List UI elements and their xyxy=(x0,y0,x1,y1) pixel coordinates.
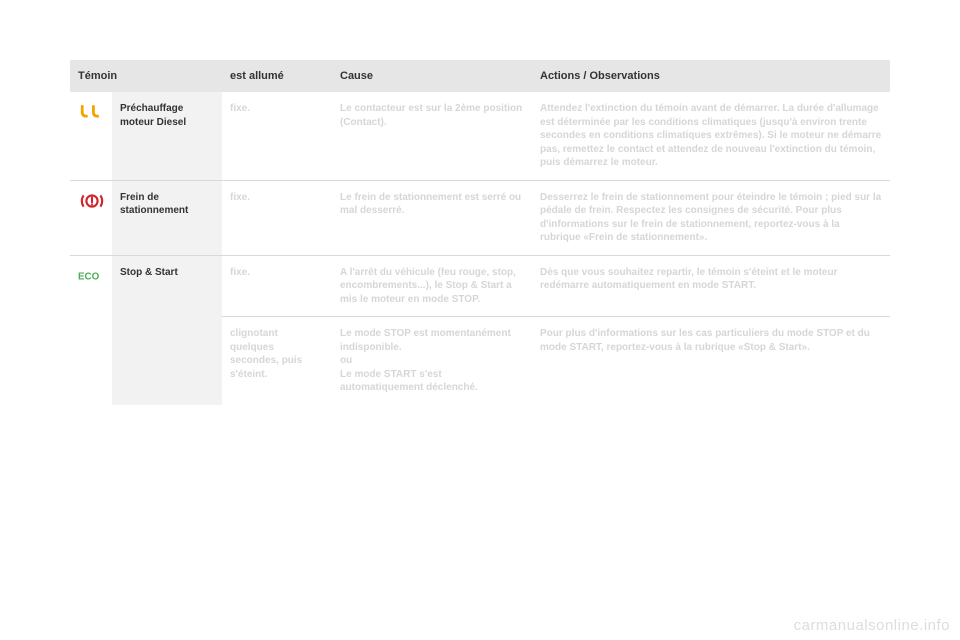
document-page: Témoin est allumé Cause Actions / Observ… xyxy=(70,60,890,405)
indicator-cause: A l'arrêt du véhicule (feu rouge, stop, … xyxy=(332,255,532,317)
icon-cell: ECO xyxy=(70,255,112,405)
table-row: Frein de stationnement fixe. Le frein de… xyxy=(70,180,890,255)
eco-icon: ECO xyxy=(78,278,106,289)
indicator-cause: Le contacteur est sur la 2ème position (… xyxy=(332,92,532,180)
brake-icon xyxy=(78,203,106,214)
indicator-cause: Le mode STOP est momentanément indisponi… xyxy=(332,317,532,405)
watermark-text: carmanualsonline.info xyxy=(794,617,950,634)
header-cause: Cause xyxy=(332,60,532,92)
svg-text:ECO: ECO xyxy=(78,271,100,282)
indicator-state: fixe. xyxy=(222,92,332,180)
icon-cell xyxy=(70,92,112,180)
indicator-name: Stop & Start xyxy=(112,255,222,405)
indicator-state: fixe. xyxy=(222,180,332,255)
icon-cell xyxy=(70,180,112,255)
table-row: Préchauffage moteur Diesel fixe. Le cont… xyxy=(70,92,890,180)
indicator-action: Pour plus d'informations sur les cas par… xyxy=(532,317,890,405)
indicator-state: fixe. xyxy=(222,255,332,317)
indicator-cause: Le frein de stationnement est serré ou m… xyxy=(332,180,532,255)
indicator-action: Attendez l'extinction du témoin avant de… xyxy=(532,92,890,180)
table-row: ECO Stop & Start fixe. A l'arrêt du véhi… xyxy=(70,255,890,317)
indicator-name: Préchauffage moteur Diesel xyxy=(112,92,222,180)
indicator-table: Témoin est allumé Cause Actions / Observ… xyxy=(70,60,890,405)
indicator-action: Desserrez le frein de stationnement pour… xyxy=(532,180,890,255)
indicator-action: Dès que vous souhaitez repartir, le témo… xyxy=(532,255,890,317)
table-header-row: Témoin est allumé Cause Actions / Observ… xyxy=(70,60,890,92)
header-actions: Actions / Observations xyxy=(532,60,890,92)
header-temoin: Témoin xyxy=(70,60,222,92)
indicator-state: clignotant quelques secondes, puis s'éte… xyxy=(222,317,332,405)
header-state: est allumé xyxy=(222,60,332,92)
indicator-name: Frein de stationnement xyxy=(112,180,222,255)
preheat-icon xyxy=(78,114,106,125)
